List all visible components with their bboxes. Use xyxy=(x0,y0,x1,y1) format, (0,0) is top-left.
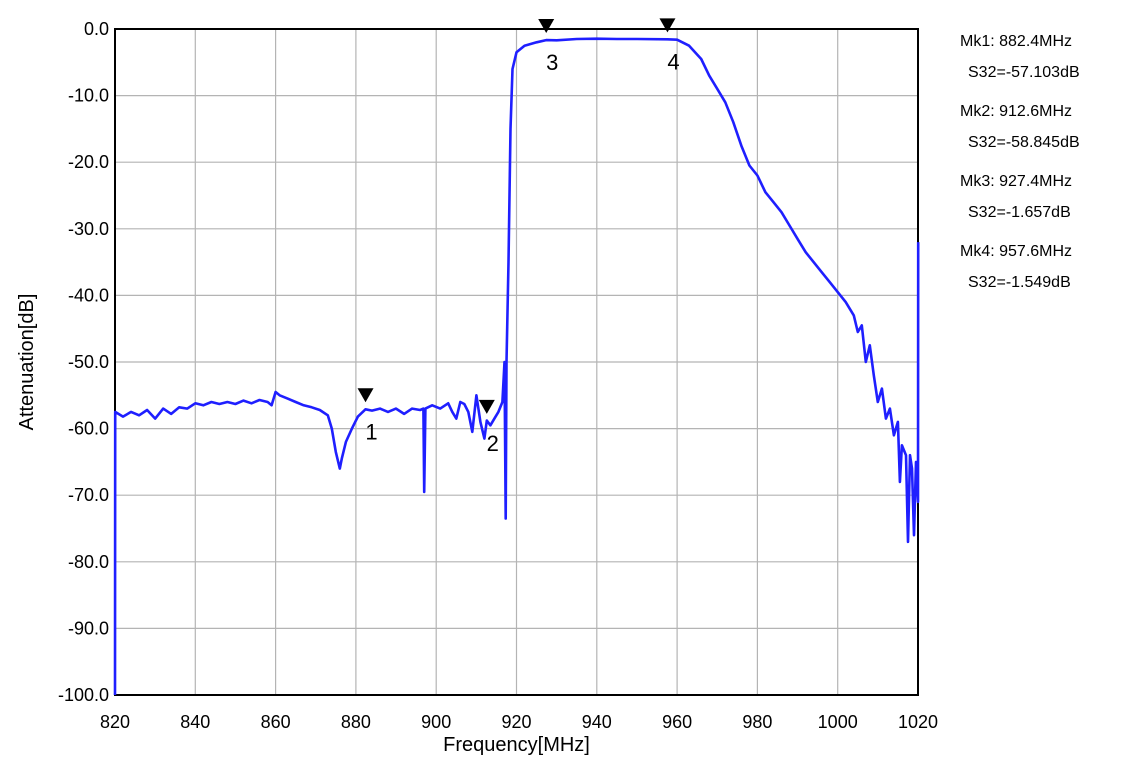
y-tick-label: 0.0 xyxy=(84,19,109,39)
y-axis-ticks: 0.0 -10.0 -20.0 -30.0 -40.0 -50.0 -60.0 -70.0 -8… xyxy=(58,19,109,705)
y-tick-label: -60.0 xyxy=(68,419,109,439)
y-tick-label: -30.0 xyxy=(68,219,109,239)
marker-triangle xyxy=(659,18,676,33)
x-tick-label: 980 xyxy=(742,712,772,732)
x-tick-label: 940 xyxy=(582,712,612,732)
x-tick-label: 860 xyxy=(261,712,291,732)
x-tick-label: 840 xyxy=(180,712,210,732)
marker-triangle xyxy=(538,19,555,34)
readout-frequency: Mk2: 912.6MHz xyxy=(960,103,1072,120)
y-tick-label: -50.0 xyxy=(68,352,109,372)
y-tick-label: -70.0 xyxy=(68,485,109,505)
y-tick-label: -80.0 xyxy=(68,552,109,572)
readout-value: S32=-58.845dB xyxy=(968,134,1080,151)
marker-readout-3: Mk3: 927.4MHz S32=-1.657dB xyxy=(960,173,1072,221)
readout-frequency: Mk3: 927.4MHz xyxy=(960,173,1072,190)
marker-4: 4 xyxy=(659,18,680,74)
readout-value: S32=-1.549dB xyxy=(968,274,1071,291)
marker-label: 4 xyxy=(667,49,679,74)
x-axis-title: Frequency[MHz] xyxy=(443,734,590,756)
readout-frequency: Mk4: 957.6MHz xyxy=(960,243,1072,260)
x-tick-label: 820 xyxy=(100,712,130,732)
marker-3: 3 xyxy=(538,19,558,75)
x-tick-label: 1020 xyxy=(898,712,938,732)
y-axis-title: Attenuation[dB] xyxy=(16,294,38,431)
x-tick-label: 900 xyxy=(421,712,451,732)
x-tick-label: 920 xyxy=(501,712,531,732)
y-tick-label: -20.0 xyxy=(68,152,109,172)
marker-label: 2 xyxy=(487,431,499,456)
series xyxy=(113,37,920,696)
marker-readouts: Mk1: 882.4MHz S32=-57.103dB Mk2: 912.6MHz S… xyxy=(960,33,1080,291)
y-tick-label: -90.0 xyxy=(68,618,109,638)
readout-value: S32=-1.657dB xyxy=(968,204,1071,221)
grid xyxy=(115,29,918,695)
readout-value: S32=-57.103dB xyxy=(968,64,1080,81)
series-line xyxy=(113,37,920,696)
y-tick-label: -100.0 xyxy=(58,685,109,705)
marker-triangle xyxy=(478,399,495,414)
marker-readout-1: Mk1: 882.4MHz S32=-57.103dB xyxy=(960,33,1080,81)
marker-label: 1 xyxy=(365,419,377,444)
x-tick-label: 880 xyxy=(341,712,371,732)
marker-2: 2 xyxy=(478,399,499,456)
y-tick-label: -40.0 xyxy=(68,285,109,305)
marker-triangle xyxy=(357,388,374,403)
x-tick-label: 1000 xyxy=(818,712,858,732)
marker-readout-2: Mk2: 912.6MHz S32=-58.845dB xyxy=(960,103,1080,151)
y-tick-label: -10.0 xyxy=(68,86,109,106)
readout-frequency: Mk1: 882.4MHz xyxy=(960,33,1072,50)
marker-1: 1 xyxy=(357,388,378,444)
x-axis-ticks: 820 840 860 880 900 920 940 960 980 1000 1020 xyxy=(100,712,938,732)
marker-label: 3 xyxy=(546,50,558,75)
marker-readout-4: Mk4: 957.6MHz S32=-1.549dB xyxy=(960,243,1072,291)
x-tick-label: 960 xyxy=(662,712,692,732)
markers: 1 2 3 4 xyxy=(357,18,680,456)
